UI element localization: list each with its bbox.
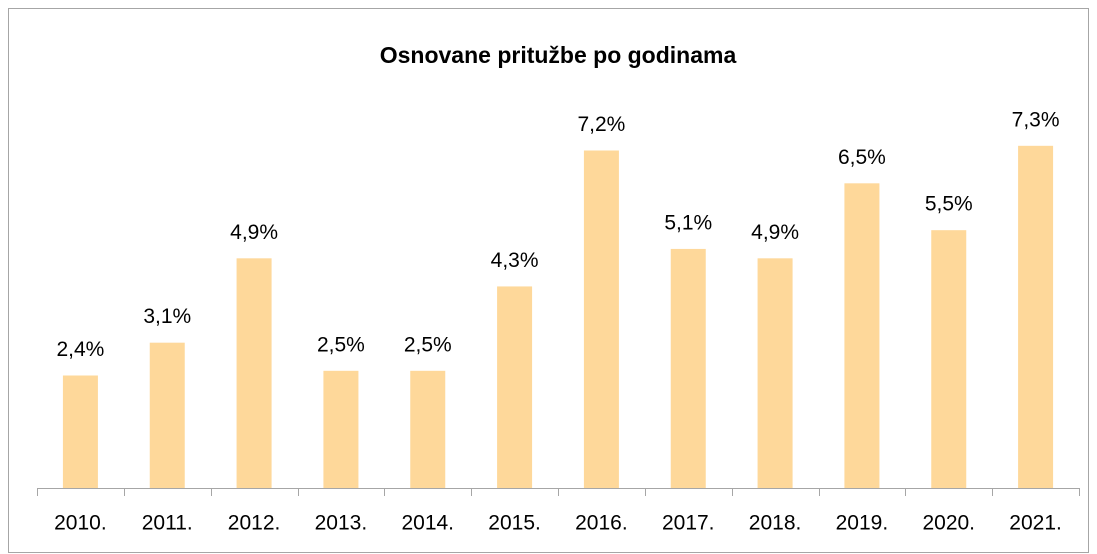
data-label: 3,1% (143, 305, 191, 328)
data-label: 7,3% (1012, 108, 1060, 131)
x-tick-label: 2017. (662, 512, 715, 535)
x-tick-label: 2012. (228, 512, 281, 535)
x-tick-label: 2011. (142, 512, 193, 535)
bar (757, 258, 793, 488)
bar (323, 370, 359, 488)
x-tick-label: 2010. (54, 512, 107, 535)
data-label: 5,5% (925, 193, 973, 216)
x-tick-label: 2016. (575, 512, 628, 535)
data-label: 7,2% (577, 113, 625, 136)
chart-title: Osnovane pritužbe po godinama (380, 42, 737, 68)
x-tick-label: 2015. (488, 512, 541, 535)
x-tick-label: 2021. (1009, 512, 1062, 535)
data-label: 2,5% (404, 333, 452, 356)
data-label: 2,5% (317, 333, 365, 356)
bar (236, 258, 272, 488)
bar (149, 342, 185, 488)
bar (497, 286, 533, 488)
data-label: 2,4% (56, 338, 104, 361)
x-tick-label: 2020. (922, 512, 975, 535)
x-tick-label: 2019. (836, 512, 889, 535)
chart-border (8, 8, 1089, 553)
bar (931, 230, 967, 488)
data-label: 4,9% (230, 221, 278, 244)
data-label: 4,3% (491, 249, 539, 272)
x-tick-label: 2018. (749, 512, 802, 535)
bar (410, 370, 446, 488)
data-label: 4,9% (751, 221, 799, 244)
bar (583, 150, 619, 488)
bar (670, 248, 706, 488)
bar (1018, 145, 1054, 488)
data-label: 5,1% (664, 211, 712, 234)
x-tick-label: 2013. (315, 512, 368, 535)
bar (844, 183, 880, 488)
data-label: 6,5% (838, 146, 886, 169)
x-tick-label: 2014. (401, 512, 454, 535)
bar (62, 375, 98, 488)
